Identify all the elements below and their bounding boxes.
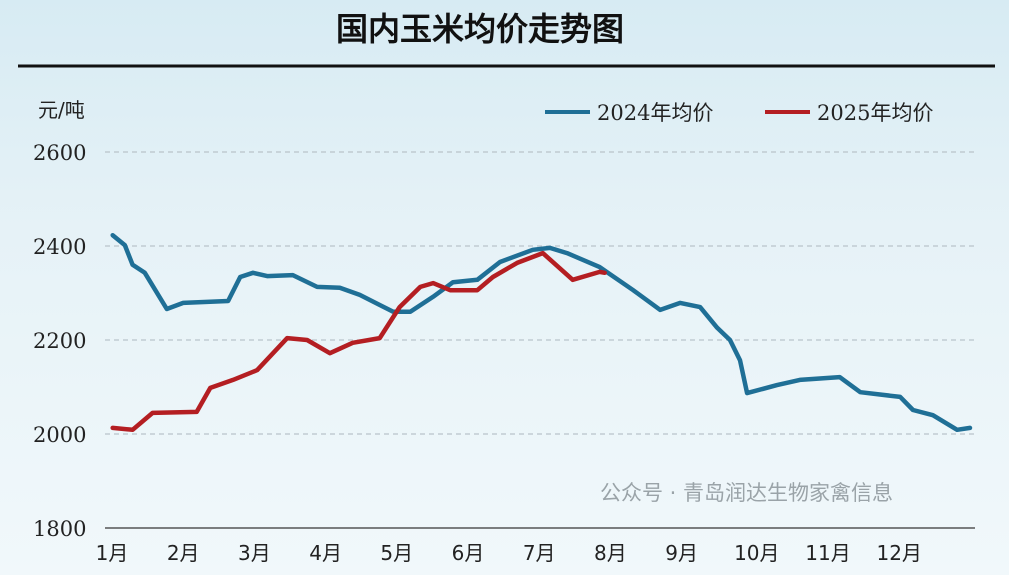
x-tick-label: 10月: [734, 541, 779, 565]
x-tick-label: 4月: [309, 541, 342, 565]
x-tick-label: 6月: [452, 541, 485, 565]
y-axis-label: 元/吨: [38, 98, 85, 122]
x-tick-label: 8月: [594, 541, 627, 565]
legend-label-2024: 2024年均价: [597, 101, 713, 125]
x-tick-label: 1月: [96, 541, 129, 565]
x-tick-label: 9月: [665, 541, 698, 565]
y-tick-label: 2400: [33, 235, 86, 259]
x-tick-label: 12月: [876, 541, 921, 565]
legend-label-2025: 2025年均价: [817, 101, 933, 125]
y-tick-label: 1800: [33, 517, 86, 541]
y-tick-label: 2600: [33, 141, 86, 165]
x-tick-label: 7月: [523, 541, 556, 565]
series-line-2025: [110, 250, 607, 433]
y-tick-label: 2200: [33, 329, 86, 353]
x-tick-label: 5月: [380, 541, 413, 565]
watermark: 公众号 · 青岛润达生物家禽信息: [600, 481, 893, 505]
chart-title: 国内玉米均价走势图: [336, 10, 624, 48]
legend: 2024年均价 2025年均价: [545, 101, 933, 125]
x-tick-label: 3月: [238, 541, 271, 565]
series-line-2024: [110, 232, 973, 433]
x-tick-label: 11月: [805, 541, 850, 565]
y-tick-label: 2000: [33, 423, 86, 447]
x-tick-label: 2月: [167, 541, 200, 565]
